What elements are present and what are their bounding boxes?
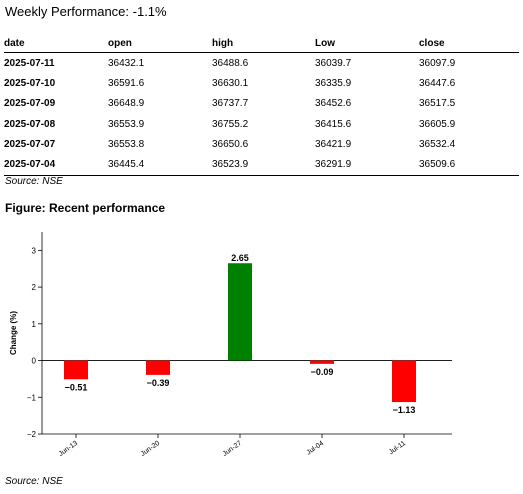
cell-high: 36523.9 bbox=[212, 154, 315, 176]
cell-low: 36421.9 bbox=[315, 138, 352, 150]
cell-low: 36039.7 bbox=[315, 57, 352, 69]
cell-date: 2025-07-08 bbox=[4, 118, 56, 130]
y-tick-label: 0 bbox=[32, 357, 37, 366]
x-tick-label: Jul-11 bbox=[388, 440, 407, 456]
table-row: 2025-07-07 36553.8 36650.6 36421.9 36532… bbox=[4, 134, 519, 154]
cell-close: 36517.5 bbox=[419, 98, 456, 110]
column-header-high: high bbox=[212, 34, 315, 53]
cell-low: 36335.9 bbox=[315, 77, 352, 89]
cell-high: 36630.1 bbox=[212, 77, 249, 89]
column-header-low: Low bbox=[315, 34, 419, 53]
table-row: 2025-07-10 36591.6 36630.1 36335.9 36447… bbox=[4, 73, 519, 93]
cell-date: 2025-07-10 bbox=[4, 77, 56, 89]
y-tick-label: 3 bbox=[32, 246, 37, 255]
cell-close: 36605.9 bbox=[419, 118, 456, 130]
bar-value-label: −1.13 bbox=[393, 405, 416, 415]
y-tick-label: −2 bbox=[27, 430, 37, 439]
cell-date: 2025-07-07 bbox=[4, 138, 56, 150]
bar bbox=[146, 360, 170, 375]
performance-bar-chart: −2 −1 0 1 2 3 −0.51 −0.39 2.65 −0.09 −1.13 Jun-13… bbox=[9, 232, 452, 458]
cell-open: 36445.4 bbox=[108, 154, 212, 176]
bar-value-label: −0.39 bbox=[147, 378, 170, 388]
cell-low: 36415.6 bbox=[315, 118, 352, 130]
cell-high: 36755.2 bbox=[212, 118, 249, 130]
y-axis: −2 −1 0 1 2 3 bbox=[27, 246, 42, 439]
bars bbox=[64, 263, 416, 403]
bar bbox=[228, 263, 252, 361]
y-tick-label: 1 bbox=[32, 320, 37, 329]
column-header-close: close bbox=[419, 34, 519, 53]
cell-high: 36488.6 bbox=[212, 57, 249, 69]
cell-high: 36650.6 bbox=[212, 138, 249, 150]
table-row: 2025-07-09 36648.9 36737.7 36452.6 36517… bbox=[4, 94, 519, 114]
x-tick-label: Jun-13 bbox=[58, 440, 80, 458]
column-header-date: date bbox=[4, 34, 108, 53]
performance-table: date open high Low close 2025-07-11 3643… bbox=[4, 34, 519, 176]
x-tick-label: Jun-27 bbox=[222, 440, 244, 458]
x-tick-label: Jun-20 bbox=[140, 440, 162, 458]
cell-date: 2025-07-04 bbox=[4, 154, 108, 176]
bar bbox=[392, 360, 416, 403]
bar-value-labels: −0.51 −0.39 2.65 −0.09 −1.13 bbox=[65, 253, 416, 415]
y-tick-label: −1 bbox=[27, 393, 37, 402]
cell-low: 36291.9 bbox=[315, 154, 419, 176]
cell-close: 36509.6 bbox=[419, 154, 519, 176]
page-title: Weekly Performance: -1.1% bbox=[5, 4, 167, 19]
x-tick-label: Jul-04 bbox=[306, 440, 326, 457]
bar bbox=[310, 360, 334, 364]
bar-value-label: 2.65 bbox=[231, 253, 249, 263]
column-header-open: open bbox=[108, 34, 212, 53]
x-axis: Jun-13 Jun-20 Jun-27 Jul-04 Jul-11 bbox=[58, 434, 407, 458]
cell-open: 36648.9 bbox=[108, 98, 145, 110]
table-row: 2025-07-04 36445.4 36523.9 36291.9 36509… bbox=[4, 154, 519, 176]
y-tick-label: 2 bbox=[32, 283, 37, 292]
cell-close: 36447.6 bbox=[419, 77, 456, 89]
y-axis-label: Change (%) bbox=[9, 311, 18, 355]
table-row: 2025-07-11 36432.1 36488.6 36039.7 36097… bbox=[4, 53, 519, 74]
cell-date: 2025-07-11 bbox=[4, 57, 55, 69]
cell-open: 36553.8 bbox=[108, 138, 145, 150]
figure-title: Figure: Recent performance bbox=[5, 201, 166, 215]
cell-low: 36452.6 bbox=[315, 98, 352, 110]
cell-open: 36553.9 bbox=[108, 118, 145, 130]
cell-high: 36737.7 bbox=[212, 98, 249, 110]
table-source-note: Source: NSE bbox=[5, 176, 63, 187]
cell-close: 36532.4 bbox=[419, 138, 456, 150]
plot-frame bbox=[41, 232, 452, 435]
cell-close: 36097.9 bbox=[419, 57, 456, 69]
table-row: 2025-07-08 36553.9 36755.2 36415.6 36605… bbox=[4, 114, 519, 134]
bar bbox=[64, 360, 88, 380]
cell-open: 36591.6 bbox=[108, 77, 145, 89]
bar-value-label: −0.51 bbox=[65, 382, 88, 392]
cell-date: 2025-07-09 bbox=[4, 98, 56, 110]
cell-open: 36432.1 bbox=[108, 57, 145, 69]
figure-source-note: Source: NSE bbox=[5, 476, 63, 487]
bar-value-label: −0.09 bbox=[311, 367, 334, 377]
table-header-row: date open high Low close bbox=[4, 34, 519, 53]
